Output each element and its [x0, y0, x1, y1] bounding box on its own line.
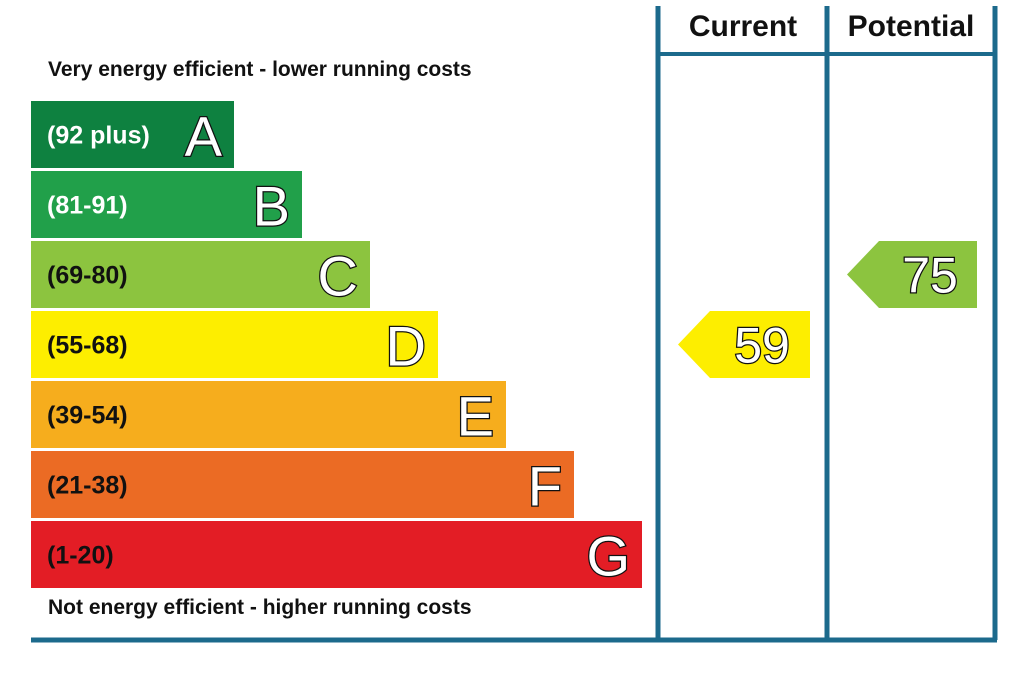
band-f-bar — [31, 451, 574, 518]
column-header-potential: Potential — [847, 10, 975, 43]
rating-potential-arrow — [847, 241, 977, 308]
band-f-letter: F — [528, 455, 562, 518]
band-f-range-label: (21-38) — [47, 472, 128, 500]
band-b-range-label: (81-91) — [47, 192, 128, 220]
rating-current-value: 59 — [734, 318, 790, 374]
band-a-letter: A — [185, 105, 223, 168]
band-g-bar — [31, 521, 642, 588]
band-d-letter: D — [386, 315, 426, 378]
column-header-current: Current — [688, 10, 798, 43]
top-caption: Very energy efficient - lower running co… — [48, 58, 472, 81]
band-c-bar — [31, 241, 370, 308]
band-g-letter: G — [586, 525, 630, 588]
band-d-bar — [31, 311, 438, 378]
bottom-caption: Not energy efficient - higher running co… — [48, 596, 472, 619]
band-e-letter: E — [457, 385, 494, 448]
band-c-range-label: (69-80) — [47, 262, 128, 290]
rating-potential-value: 75 — [902, 248, 958, 304]
band-d-range-label: (55-68) — [47, 332, 128, 360]
band-e-bar — [31, 381, 506, 448]
band-a-range-label: (92 plus) — [47, 122, 150, 150]
rating-current-arrow — [678, 311, 810, 378]
band-a-bar — [31, 101, 234, 168]
band-b-letter: B — [253, 175, 290, 238]
band-b-bar — [31, 171, 302, 238]
band-g-range-label: (1-20) — [47, 542, 114, 570]
band-c-letter: C — [318, 245, 358, 308]
band-e-range-label: (39-54) — [47, 402, 128, 430]
